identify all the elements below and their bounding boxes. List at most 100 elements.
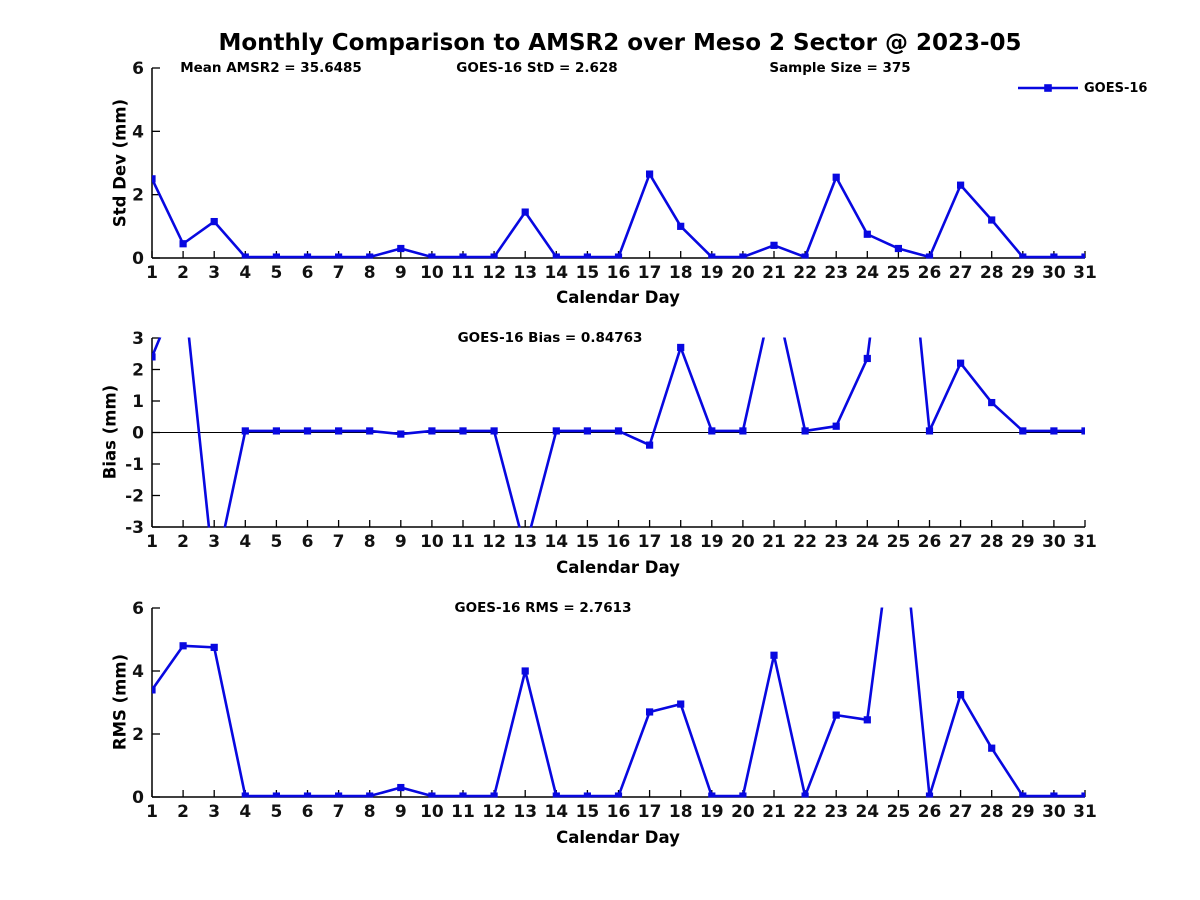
svg-text:28: 28 <box>980 532 1004 552</box>
svg-text:9: 9 <box>395 802 407 822</box>
svg-text:6: 6 <box>302 802 314 822</box>
svg-text:12: 12 <box>482 263 506 283</box>
svg-text:19: 19 <box>700 802 724 822</box>
svg-text:1: 1 <box>146 532 158 552</box>
svg-text:15: 15 <box>576 263 600 283</box>
svg-text:3: 3 <box>208 263 220 283</box>
svg-text:5: 5 <box>270 263 282 283</box>
svg-text:2: 2 <box>132 186 144 206</box>
svg-text:11: 11 <box>451 802 475 822</box>
svg-text:8: 8 <box>364 532 376 552</box>
ylabel-rms: RMS (mm) <box>110 653 130 751</box>
svg-text:10: 10 <box>420 532 444 552</box>
page-title: Monthly Comparison to AMSR2 over Meso 2 … <box>218 30 1022 56</box>
svg-text:6: 6 <box>132 59 144 79</box>
svg-text:15: 15 <box>576 532 600 552</box>
svg-text:13: 13 <box>513 532 537 552</box>
svg-text:20: 20 <box>731 263 755 283</box>
svg-text:23: 23 <box>824 263 848 283</box>
svg-text:14: 14 <box>544 532 568 552</box>
svg-text:4: 4 <box>132 122 144 142</box>
svg-text:18: 18 <box>669 802 693 822</box>
svg-text:3: 3 <box>208 532 220 552</box>
svg-text:-2: -2 <box>125 487 144 507</box>
svg-text:31: 31 <box>1073 532 1097 552</box>
svg-text:29: 29 <box>1011 263 1035 283</box>
legend-label-goes16: GOES-16 <box>1084 81 1148 96</box>
svg-text:17: 17 <box>638 532 662 552</box>
svg-text:24: 24 <box>855 532 879 552</box>
svg-text:-1: -1 <box>125 455 144 475</box>
svg-text:1: 1 <box>146 802 158 822</box>
xlabel-calendar-day-3: Calendar Day <box>556 828 680 847</box>
annotation-goes16-std: GOES-16 StD = 2.628 <box>456 60 618 76</box>
svg-text:24: 24 <box>855 802 879 822</box>
svg-text:30: 30 <box>1042 532 1066 552</box>
svg-text:1: 1 <box>146 263 158 283</box>
svg-text:24: 24 <box>855 263 879 283</box>
svg-text:23: 23 <box>824 532 848 552</box>
svg-text:2: 2 <box>132 361 144 381</box>
svg-text:7: 7 <box>333 802 345 822</box>
svg-text:4: 4 <box>239 263 251 283</box>
svg-text:22: 22 <box>793 802 817 822</box>
svg-text:19: 19 <box>700 532 724 552</box>
svg-text:28: 28 <box>980 263 1004 283</box>
svg-text:25: 25 <box>887 263 911 283</box>
svg-text:14: 14 <box>544 263 568 283</box>
svg-text:22: 22 <box>793 263 817 283</box>
svg-text:12: 12 <box>482 532 506 552</box>
svg-text:17: 17 <box>638 802 662 822</box>
xlabel-calendar-day-1: Calendar Day <box>556 288 680 307</box>
svg-text:23: 23 <box>824 802 848 822</box>
svg-text:13: 13 <box>513 802 537 822</box>
svg-text:26: 26 <box>918 532 942 552</box>
svg-text:18: 18 <box>669 532 693 552</box>
svg-text:21: 21 <box>762 532 786 552</box>
svg-text:11: 11 <box>451 532 475 552</box>
svg-text:10: 10 <box>420 802 444 822</box>
annotation-mean-amsr2: Mean AMSR2 = 35.6485 <box>180 60 362 76</box>
annotation-goes16-bias: GOES-16 Bias = 0.84763 <box>457 330 643 346</box>
svg-text:8: 8 <box>364 263 376 283</box>
svg-text:-3: -3 <box>125 518 144 538</box>
svg-text:3: 3 <box>208 802 220 822</box>
svg-text:12: 12 <box>482 802 506 822</box>
svg-text:18: 18 <box>669 263 693 283</box>
svg-text:19: 19 <box>700 263 724 283</box>
svg-text:1: 1 <box>132 392 144 412</box>
svg-text:9: 9 <box>395 263 407 283</box>
svg-text:16: 16 <box>607 263 631 283</box>
svg-text:16: 16 <box>607 802 631 822</box>
svg-text:17: 17 <box>638 263 662 283</box>
svg-text:10: 10 <box>420 263 444 283</box>
svg-text:27: 27 <box>949 263 973 283</box>
svg-text:27: 27 <box>949 532 973 552</box>
svg-text:20: 20 <box>731 802 755 822</box>
svg-text:7: 7 <box>333 263 345 283</box>
svg-text:30: 30 <box>1042 802 1066 822</box>
svg-text:0: 0 <box>132 424 144 444</box>
svg-text:27: 27 <box>949 802 973 822</box>
svg-text:6: 6 <box>302 263 314 283</box>
svg-text:8: 8 <box>364 802 376 822</box>
svg-text:15: 15 <box>576 802 600 822</box>
svg-text:30: 30 <box>1042 263 1066 283</box>
svg-text:31: 31 <box>1073 263 1097 283</box>
svg-text:22: 22 <box>793 532 817 552</box>
svg-text:4: 4 <box>132 662 144 682</box>
svg-text:5: 5 <box>270 532 282 552</box>
svg-text:5: 5 <box>270 802 282 822</box>
svg-text:16: 16 <box>607 532 631 552</box>
svg-text:13: 13 <box>513 263 537 283</box>
svg-text:4: 4 <box>239 532 251 552</box>
svg-text:2: 2 <box>177 802 189 822</box>
svg-text:28: 28 <box>980 802 1004 822</box>
svg-text:9: 9 <box>395 532 407 552</box>
svg-text:7: 7 <box>333 532 345 552</box>
svg-text:6: 6 <box>132 599 144 619</box>
svg-text:25: 25 <box>887 532 911 552</box>
svg-text:2: 2 <box>132 725 144 745</box>
